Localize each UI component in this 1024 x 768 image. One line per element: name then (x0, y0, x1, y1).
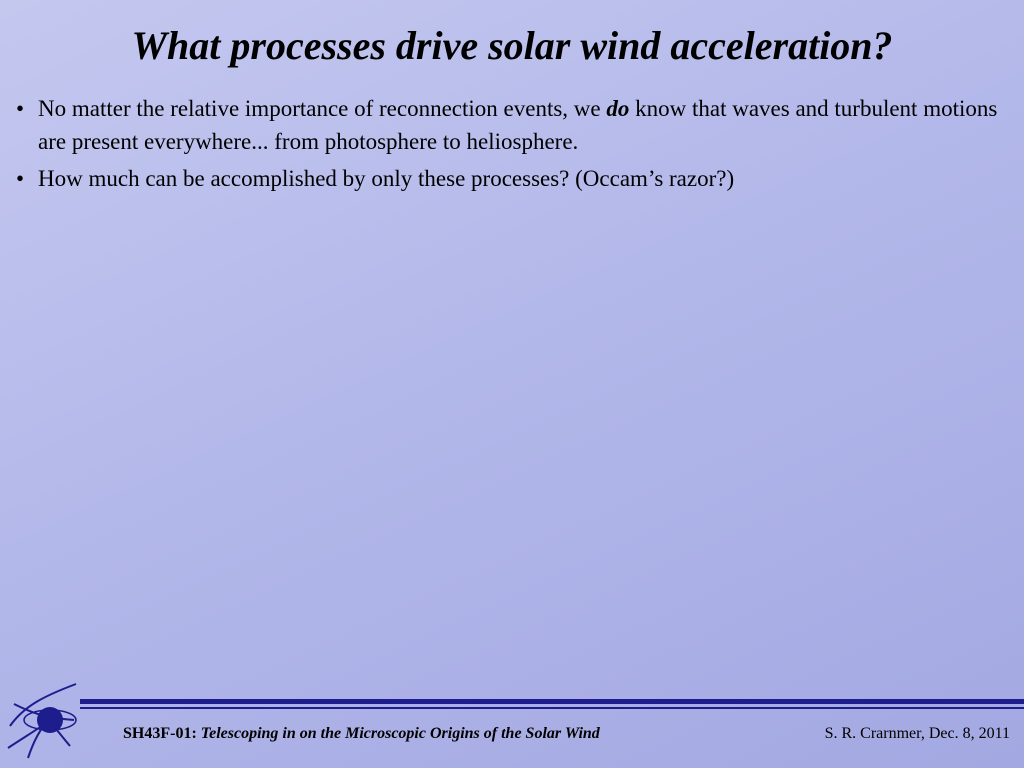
solar-corona-logo-icon (7, 683, 77, 759)
bullet-item-1: • No matter the relative importance of r… (14, 92, 1004, 158)
footer-talk-title: Telescoping in on the Microscopic Origin… (200, 725, 600, 742)
bullet-2-text: How much can be accomplished by only the… (38, 166, 735, 191)
bullet-icon: • (16, 166, 25, 191)
bullet-1-emphasis: do (606, 96, 630, 121)
footer-citation: SH43F-01: Telescoping in on the Microsco… (123, 725, 600, 743)
bullet-item-2: • How much can be accomplished by only t… (14, 162, 1004, 195)
footer-author-date: S. R. Crarnmer, Dec. 8, 2011 (824, 725, 1010, 742)
footer-rule-thin (80, 707, 1024, 709)
bullet-list: • No matter the relative importance of r… (14, 92, 1004, 195)
bullet-1-text-after: know that waves and turbulent motions ar… (38, 96, 998, 154)
bullet-icon: • (16, 96, 25, 121)
footer-rule (80, 699, 1024, 704)
slide-title: What processes drive solar wind accelera… (131, 23, 893, 68)
footer-session-code: SH43F-01: (123, 725, 197, 742)
bullet-1-text-before: No matter the relative importance of rec… (38, 96, 607, 121)
